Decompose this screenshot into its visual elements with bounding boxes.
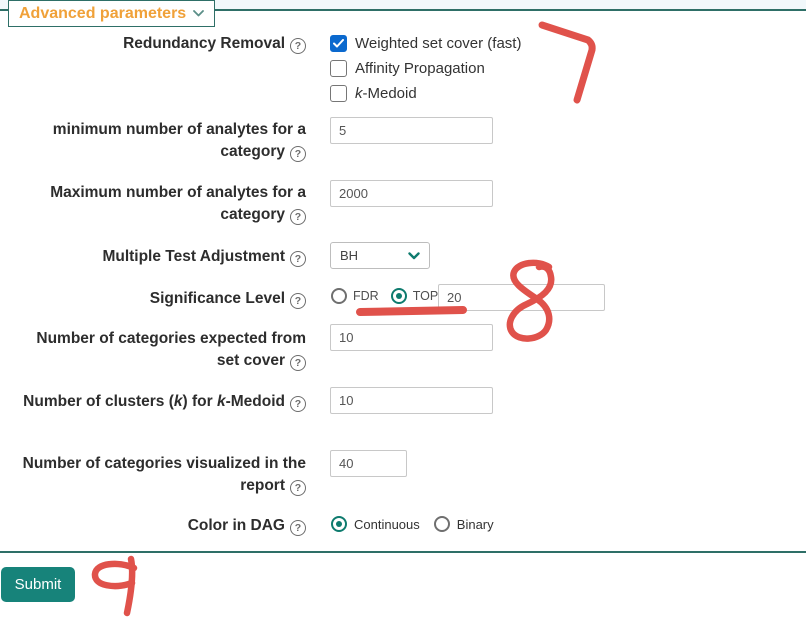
handwritten-9-loop	[91, 560, 138, 590]
top-background-strip	[0, 0, 806, 9]
multiple-test-adjustment-select[interactable]: BH	[330, 242, 430, 269]
radio-continuous-label[interactable]: Continuous	[354, 516, 420, 532]
radio-top[interactable]	[390, 288, 407, 304]
section-divider-line	[0, 551, 806, 553]
help-icon[interactable]: ?	[290, 38, 306, 54]
redundancy-removal-label: Redundancy Removal?	[10, 33, 306, 55]
min-analytes-label: minimum number of analytes for a categor…	[52, 121, 306, 162]
visualized-count-label: Number of categories visualized in the r…	[22, 455, 306, 496]
radio-binary[interactable]	[433, 516, 450, 532]
help-icon[interactable]: ?	[290, 396, 306, 412]
checkbox-label: Affinity Propagation	[355, 60, 485, 77]
checkbox-affinity-propagation[interactable]: Affinity Propagation	[330, 56, 521, 81]
help-icon[interactable]: ?	[290, 146, 306, 162]
advanced-parameters-title: Advanced parameters	[19, 4, 187, 22]
set-cover-count-label: Number of categories expected from set c…	[36, 330, 306, 371]
help-icon[interactable]: ?	[290, 209, 306, 225]
advanced-parameters-toggle[interactable]: Advanced parameters	[8, 0, 216, 27]
clusters-k-input[interactable]	[330, 387, 493, 414]
checkbox-label: k-Medoid	[355, 85, 417, 102]
visualized-count-input[interactable]	[330, 450, 407, 477]
unchecked-checkbox-icon[interactable]	[330, 60, 347, 77]
chevron-down-icon	[193, 10, 205, 17]
submit-button[interactable]: Submit	[1, 567, 75, 602]
max-analytes-label: Maximum number of analytes for a categor…	[50, 184, 306, 225]
radio-continuous[interactable]	[331, 516, 347, 532]
help-icon[interactable]: ?	[290, 251, 306, 267]
set-cover-count-input[interactable]	[330, 324, 493, 351]
min-analytes-input[interactable]	[330, 117, 493, 144]
checked-checkbox-icon[interactable]	[330, 35, 347, 52]
chevron-down-icon	[408, 251, 420, 259]
significance-radio-group: FDR TOP	[331, 288, 450, 304]
unchecked-checkbox-icon[interactable]	[330, 85, 347, 102]
radio-fdr-label[interactable]: FDR	[353, 289, 379, 303]
help-icon[interactable]: ?	[290, 293, 306, 309]
radio-fdr[interactable]	[331, 288, 347, 304]
color-in-dag-label: Color in DAG?	[10, 515, 306, 537]
radio-top-label[interactable]: TOP	[412, 289, 439, 303]
clusters-k-label: Number of clusters (k) for k-Medoid?	[10, 391, 306, 413]
max-analytes-input[interactable]	[330, 180, 493, 207]
multiple-test-adjustment-label: Multiple Test Adjustment?	[10, 246, 306, 268]
fieldset-top-border	[0, 9, 806, 11]
significance-value-input[interactable]	[438, 284, 605, 311]
checkbox-weighted-set-cover[interactable]: Weighted set cover (fast)	[330, 31, 521, 56]
dag-radio-group: Continuous Binary	[331, 516, 508, 532]
handwritten-7-mark	[538, 21, 596, 104]
select-value: BH	[340, 248, 359, 263]
handwritten-9-mark	[123, 555, 136, 617]
help-icon[interactable]: ?	[290, 355, 306, 371]
checkbox-k-medoid[interactable]: k-Medoid	[330, 81, 521, 106]
redundancy-checkbox-group: Weighted set cover (fast) Affinity Propa…	[330, 31, 521, 106]
help-icon[interactable]: ?	[290, 520, 306, 536]
significance-level-label: Significance Level?	[10, 288, 306, 310]
radio-binary-label[interactable]: Binary	[456, 516, 494, 532]
help-icon[interactable]: ?	[290, 480, 306, 496]
checkbox-label: Weighted set cover (fast)	[355, 35, 522, 52]
